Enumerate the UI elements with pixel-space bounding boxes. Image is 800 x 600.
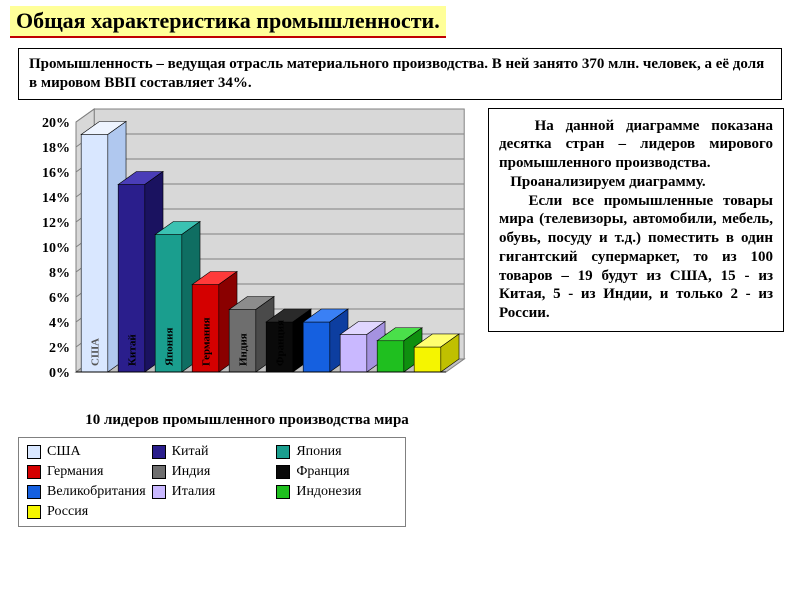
svg-text:Германия: Германия <box>201 317 213 366</box>
legend-item: Германия <box>27 464 148 480</box>
legend-swatch <box>27 445 41 459</box>
legend-item: Италия <box>152 484 273 500</box>
legend-label: Индия <box>172 464 211 480</box>
legend-swatch <box>27 505 41 519</box>
svg-text:4%: 4% <box>49 316 70 331</box>
legend-swatch <box>276 445 290 459</box>
legend-label: Франция <box>296 464 349 480</box>
legend-swatch <box>152 485 166 499</box>
legend-label: Италия <box>172 484 216 500</box>
legend-item: Россия <box>27 504 148 520</box>
svg-text:20%: 20% <box>42 116 70 131</box>
legend-swatch <box>152 465 166 479</box>
svg-text:Франция: Франция <box>275 319 287 365</box>
legend-swatch <box>27 465 41 479</box>
legend-item: Индонезия <box>276 484 397 500</box>
svg-text:Китай: Китай <box>127 333 139 365</box>
svg-text:12%: 12% <box>42 216 70 231</box>
svg-text:6%: 6% <box>49 291 70 306</box>
svg-text:18%: 18% <box>42 141 70 156</box>
legend-label: Великобритания <box>47 484 146 500</box>
page-title: Общая характеристика промышленности. <box>10 6 446 38</box>
legend-item: Япония <box>276 444 397 460</box>
legend-swatch <box>27 485 41 499</box>
svg-text:16%: 16% <box>42 166 70 181</box>
legend-label: США <box>47 444 81 460</box>
svg-text:8%: 8% <box>49 266 70 281</box>
legend-swatch <box>152 445 166 459</box>
legend-swatch <box>276 465 290 479</box>
legend-item: Великобритания <box>27 484 148 500</box>
legend-label: Япония <box>296 444 341 460</box>
legend-item: США <box>27 444 148 460</box>
chart-title: 10 лидеров промышленного производства ми… <box>16 412 478 429</box>
legend-item: Китай <box>152 444 273 460</box>
bar-chart: 0% 2% 4% 6% 8% 10% 12% 14% 16% 18% 20% США Китай Япон… <box>16 108 478 408</box>
svg-text:США: США <box>90 337 102 365</box>
legend-label: Россия <box>47 504 88 520</box>
analysis-box: На данной диаграмме показана десятка стр… <box>488 108 784 332</box>
intro-box: Промышленность – ведущая отрасль материа… <box>18 48 782 100</box>
legend-label: Китай <box>172 444 209 460</box>
svg-text:2%: 2% <box>49 341 70 356</box>
svg-text:Индия: Индия <box>238 333 250 366</box>
legend-item: Франция <box>276 464 397 480</box>
legend-item: Индия <box>152 464 273 480</box>
legend: США Китай Япония Германия Индия Франция Велико… <box>18 437 406 527</box>
legend-label: Индонезия <box>296 484 361 500</box>
svg-text:10%: 10% <box>42 241 70 256</box>
svg-text:14%: 14% <box>42 191 70 206</box>
legend-swatch <box>276 485 290 499</box>
legend-label: Германия <box>47 464 103 480</box>
svg-text:0%: 0% <box>49 366 70 381</box>
svg-text:Япония: Япония <box>164 327 176 365</box>
